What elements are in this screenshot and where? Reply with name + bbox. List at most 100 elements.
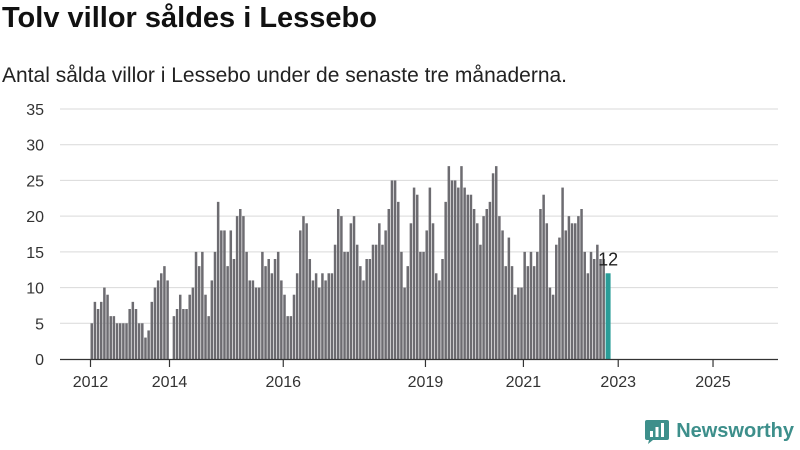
- bar: [472, 209, 476, 359]
- bar: [207, 316, 210, 359]
- bar: [93, 301, 97, 359]
- bar: [122, 323, 125, 359]
- bar: [305, 223, 308, 359]
- bar: [96, 309, 100, 359]
- bar: [536, 251, 539, 359]
- bar: [425, 230, 428, 359]
- bar: [346, 251, 349, 359]
- bar: [419, 251, 422, 359]
- bar: [438, 280, 441, 359]
- bar: [201, 251, 204, 359]
- x-tick-label: 2025: [695, 374, 731, 391]
- bar: [517, 287, 520, 359]
- bar: [226, 266, 229, 359]
- bar: [340, 216, 343, 359]
- bar: [431, 223, 435, 359]
- bar: [229, 230, 233, 359]
- bar: [172, 316, 176, 359]
- bar: [166, 280, 169, 359]
- bar: [115, 323, 119, 359]
- bar: [539, 209, 542, 359]
- bar: [185, 309, 188, 359]
- bar: [147, 330, 150, 359]
- bar: [520, 287, 523, 359]
- bars: [90, 166, 611, 359]
- bar: [302, 216, 305, 359]
- bar: [131, 301, 135, 359]
- x-tick-label: 2021: [506, 374, 542, 391]
- bar: [498, 216, 501, 359]
- bar: [355, 244, 359, 359]
- bar: [178, 294, 182, 359]
- bar: [567, 216, 571, 359]
- bar: [125, 323, 128, 359]
- bar: [175, 309, 179, 359]
- bar: [106, 294, 109, 359]
- bar: [387, 209, 391, 359]
- bar: [251, 280, 255, 359]
- bar: [141, 323, 144, 359]
- bar: [220, 230, 223, 359]
- y-tick-label: 0: [35, 352, 44, 369]
- bar: [156, 280, 160, 359]
- bar: [476, 223, 479, 359]
- bar: [529, 251, 533, 359]
- bar: [561, 187, 564, 359]
- bar: [428, 187, 432, 359]
- bar: [292, 294, 296, 359]
- y-tick-label: 5: [35, 316, 44, 333]
- bar: [441, 259, 444, 359]
- bar: [551, 294, 555, 359]
- bar: [134, 309, 138, 359]
- bar: [507, 237, 511, 359]
- y-tick-label: 10: [26, 281, 44, 298]
- bar: [545, 223, 549, 359]
- bar: [182, 309, 185, 359]
- bar: [204, 294, 207, 359]
- bar: [460, 166, 463, 359]
- bar: [434, 273, 438, 359]
- bar: [371, 244, 375, 359]
- bar: [257, 287, 261, 359]
- bar: [596, 244, 599, 359]
- bar: [232, 259, 236, 359]
- bar: [235, 216, 239, 359]
- bar: [602, 259, 605, 359]
- bar: [573, 223, 577, 359]
- bar: [194, 251, 198, 359]
- bar: [239, 209, 242, 359]
- bar: [485, 209, 488, 359]
- highlight-bar-label: 12: [598, 249, 618, 269]
- highlight-bar: [605, 273, 611, 359]
- bar: [99, 301, 103, 359]
- bar: [513, 294, 517, 359]
- bar: [378, 223, 381, 359]
- bar: [384, 230, 387, 359]
- bar: [532, 266, 536, 359]
- y-axis-ticks: 0 5 10 15 20 25 30 35: [26, 102, 44, 369]
- bar: [359, 266, 362, 359]
- bar: [542, 194, 545, 359]
- bar: [216, 201, 220, 359]
- bar: [466, 194, 470, 359]
- y-tick-label: 25: [26, 173, 44, 190]
- bar: [501, 230, 504, 359]
- bar: [248, 280, 251, 359]
- brand-name: Newsworthy: [676, 419, 794, 442]
- bar: [577, 216, 580, 359]
- bar: [314, 273, 318, 359]
- bar: [264, 266, 267, 359]
- bar: [406, 266, 409, 359]
- bar: [242, 216, 245, 359]
- bar: [197, 266, 201, 359]
- bar: [90, 323, 93, 359]
- bar: [526, 266, 530, 359]
- grid-lines: [60, 108, 778, 324]
- bar: [336, 209, 340, 359]
- bar: [457, 187, 460, 359]
- bar: [558, 237, 561, 359]
- bar: [365, 259, 368, 359]
- bar: [510, 266, 514, 359]
- bar: [504, 266, 507, 359]
- bar: [415, 194, 419, 359]
